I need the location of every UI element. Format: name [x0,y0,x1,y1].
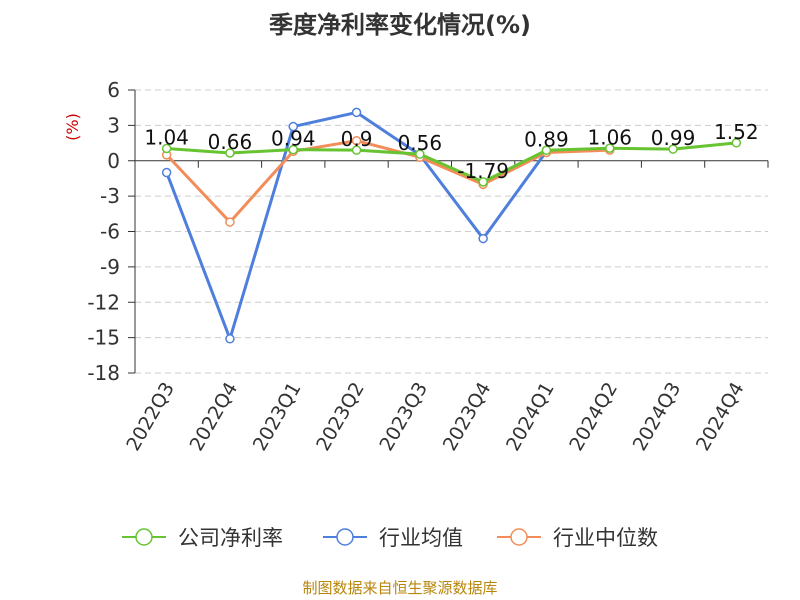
source-footer: 制图数据来自恒生聚源数据库 [302,579,497,597]
data-point [731,138,742,148]
data-point [478,233,488,244]
data-labels: 1.04 0.66 0.94 0.9 0.56 -1.79 0.89 1.06 0.99 1.52 [144,120,758,183]
data-point [288,121,298,132]
data-label: 0.89 [524,127,569,151]
legend-marker [135,528,153,546]
legend-item[interactable]: 行业均值 [323,526,463,550]
legend-marker [510,528,528,546]
legend-label: 公司净利率 [178,526,283,550]
x-tick-label: 2022Q4 [186,379,243,455]
legend-marker [336,528,354,546]
data-point [668,144,678,154]
data-point [351,107,362,118]
series-line [165,110,610,341]
y-tick-label: -3 [100,184,120,208]
x-tick-label: 2024Q3 [629,379,686,455]
series-layer [161,107,742,344]
y-tick-label: -6 [100,220,120,244]
x-tick-label: 2024Q4 [692,379,749,455]
data-point [225,148,235,158]
legend-label: 行业中位数 [553,526,658,550]
data-point [351,135,362,146]
y-tick-label: -18 [87,361,120,385]
x-tick-label: 2023Q2 [312,379,369,455]
y-tick-label: 0 [107,149,120,173]
data-point [478,177,488,187]
data-point [225,217,235,227]
x-tick-label: 2022Q3 [122,379,179,455]
y-tick-labels: 6 3 0 -3 -6 -9 -12 -15 -18 [87,78,120,385]
data-point [225,334,235,344]
data-label: 1.04 [144,125,189,149]
data-point [161,167,172,178]
data-label: 0.94 [271,127,316,151]
y-tick-label: 6 [107,78,120,102]
data-label: 1.52 [714,120,759,144]
x-tick-label: 2023Q4 [439,379,496,455]
data-label: 0.9 [341,127,373,151]
y-tick-label: -12 [87,290,120,314]
data-label: 0.99 [651,126,696,150]
x-tick-label: 2024Q2 [565,379,622,455]
x-tick-label: 2024Q1 [502,379,559,455]
chart-title: 季度净利率变化情况(%) [269,11,531,39]
legend-item[interactable]: 公司净利率 [122,526,283,550]
data-point [288,144,298,155]
series-line [166,141,737,184]
legend: 公司净利率 行业均值 行业中位数 [122,526,658,550]
y-tick-label: -15 [87,326,120,350]
data-label: 0.66 [208,130,253,154]
data-label: 0.56 [398,131,443,155]
series-line [165,139,610,224]
x-tick-label: 2023Q3 [375,379,432,455]
x-tick-labels: 2022Q3 2022Q4 2023Q1 2023Q2 2023Q3 2023Q4 2024… [122,379,748,455]
y-tick-label: -9 [100,255,120,279]
data-label: 1.06 [587,125,632,149]
legend-label: 行业均值 [379,526,463,550]
axes [128,89,769,374]
y-axis-label: (%) [63,113,82,141]
data-point [351,145,362,155]
y-tick-label: 3 [107,113,120,137]
legend-item[interactable]: 行业中位数 [497,526,658,550]
data-label: -1.79 [457,159,509,183]
data-point [415,149,425,159]
x-tick-label: 2023Q1 [249,379,306,455]
data-point [161,143,172,154]
data-point [605,143,615,154]
data-point [541,145,552,156]
